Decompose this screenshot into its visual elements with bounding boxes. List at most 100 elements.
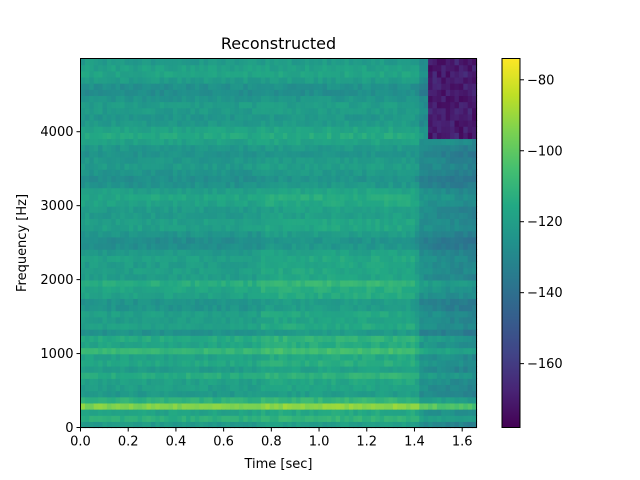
heatmap-cell xyxy=(98,384,104,392)
heatmap-cell xyxy=(80,366,86,373)
heatmap-cell xyxy=(252,390,258,398)
heatmap-cell xyxy=(80,402,86,410)
heatmap-cell xyxy=(344,64,350,72)
heatmap-cell xyxy=(203,341,209,349)
heatmap-cell xyxy=(331,267,337,275)
heatmap-cell xyxy=(142,107,148,115)
heatmap-cell xyxy=(128,261,134,269)
heatmap-cell xyxy=(384,64,390,72)
heatmap-cell xyxy=(366,64,372,72)
heatmap-cell xyxy=(230,95,236,103)
heatmap-cell xyxy=(388,390,394,398)
heatmap-cell xyxy=(340,199,346,207)
heatmap-cell xyxy=(212,224,218,232)
heatmap-cell xyxy=(164,89,170,96)
heatmap-cell xyxy=(128,310,134,318)
heatmap-cell xyxy=(203,113,209,121)
heatmap-cell xyxy=(225,193,231,201)
heatmap-cell xyxy=(124,156,130,164)
heatmap-cell xyxy=(265,156,271,164)
heatmap-cell xyxy=(234,126,240,133)
heatmap-cell xyxy=(102,409,108,416)
heatmap-cell xyxy=(260,341,266,349)
heatmap-cell xyxy=(388,298,394,306)
heatmap-cell xyxy=(370,384,376,392)
heatmap-cell xyxy=(326,390,332,398)
heatmap-cell xyxy=(441,329,447,336)
heatmap-cell xyxy=(234,421,240,429)
heatmap-cell xyxy=(348,101,354,109)
heatmap-cell xyxy=(216,384,222,392)
heatmap-cell xyxy=(216,218,222,226)
heatmap-cell xyxy=(370,261,376,269)
heatmap-cell xyxy=(432,150,438,158)
heatmap-cell xyxy=(384,212,390,219)
heatmap-cell xyxy=(159,341,165,349)
heatmap-cell xyxy=(181,144,187,152)
heatmap-cell xyxy=(177,156,183,164)
heatmap-cell xyxy=(243,415,249,422)
heatmap-cell xyxy=(221,193,227,201)
heatmap-cell xyxy=(203,304,209,312)
heatmap-cell xyxy=(366,329,372,336)
heatmap-cell xyxy=(238,390,244,398)
heatmap-cell xyxy=(388,310,394,318)
heatmap-cell xyxy=(243,169,249,176)
heatmap-cell xyxy=(313,298,319,306)
heatmap-cell xyxy=(392,113,398,121)
heatmap-cell xyxy=(353,415,359,422)
heatmap-cell xyxy=(124,249,130,256)
heatmap-cell xyxy=(260,335,266,342)
heatmap-cell xyxy=(124,83,130,90)
heatmap-cell xyxy=(340,372,346,379)
heatmap-cell xyxy=(410,261,416,269)
heatmap-cell xyxy=(225,101,231,109)
heatmap-cell xyxy=(238,132,244,140)
heatmap-cell xyxy=(335,335,341,342)
heatmap-cell xyxy=(423,372,429,379)
heatmap-cell xyxy=(177,187,183,195)
heatmap-cell xyxy=(287,236,293,244)
heatmap-cell xyxy=(142,187,148,195)
heatmap-cell xyxy=(375,384,381,392)
heatmap-cell xyxy=(436,156,442,164)
heatmap-cell xyxy=(124,322,130,330)
heatmap-cell xyxy=(194,193,200,201)
heatmap-cell xyxy=(221,396,227,404)
heatmap-cell xyxy=(159,322,165,330)
heatmap-cell xyxy=(313,415,319,422)
heatmap-cell xyxy=(142,243,148,250)
heatmap-cell xyxy=(111,243,117,250)
heatmap-cell xyxy=(128,396,134,404)
heatmap-cell xyxy=(216,101,222,109)
heatmap-cell xyxy=(296,163,302,170)
heatmap-cell xyxy=(274,279,280,287)
heatmap-cell xyxy=(168,421,174,429)
heatmap-cell xyxy=(265,193,271,201)
heatmap-cell xyxy=(80,329,86,336)
heatmap-cell xyxy=(186,181,192,189)
heatmap-cell xyxy=(419,70,425,78)
heatmap-cell xyxy=(401,230,407,238)
heatmap-cell xyxy=(252,113,258,121)
heatmap-cell xyxy=(419,58,425,66)
heatmap-cell xyxy=(155,83,161,90)
heatmap-cell xyxy=(318,199,324,207)
heatmap-cell xyxy=(111,138,117,146)
heatmap-cell xyxy=(335,58,341,66)
heatmap-cell xyxy=(124,378,130,386)
heatmap-cell xyxy=(120,83,126,90)
heatmap-cell xyxy=(142,76,148,84)
heatmap-cell xyxy=(234,402,240,410)
heatmap-cell xyxy=(221,267,227,275)
heatmap-cell xyxy=(335,390,341,398)
heatmap-cell xyxy=(265,286,271,293)
heatmap-cell xyxy=(102,292,108,299)
heatmap-cell xyxy=(313,58,319,66)
heatmap-cell xyxy=(419,335,425,342)
heatmap-cell xyxy=(410,384,416,392)
heatmap-cell xyxy=(428,218,434,226)
heatmap-cell xyxy=(142,353,148,361)
heatmap-cell xyxy=(300,310,306,318)
heatmap-cell xyxy=(441,384,447,392)
